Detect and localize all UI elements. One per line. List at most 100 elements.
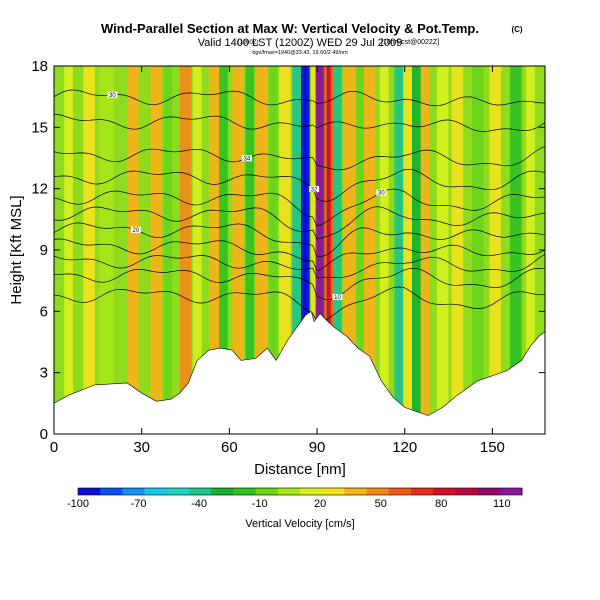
x-tick-label: 60 xyxy=(221,439,238,456)
theta-contour xyxy=(54,188,545,227)
contour-label: 34 xyxy=(244,156,251,162)
colorbar-swatch xyxy=(477,488,501,495)
velocity-core xyxy=(303,66,308,434)
colorbar-swatch xyxy=(433,488,456,495)
y-tick-label: 15 xyxy=(31,119,48,136)
subtitle-note-3: bgx/fmax=1940@33.43, 19.60/2.49/nm xyxy=(252,50,348,56)
velocity-band xyxy=(379,66,389,434)
subtitle-note-1: (1200Z) xyxy=(237,40,258,46)
subtitle-note-2: [10hrFcst@0022Z] xyxy=(381,39,439,46)
velocity-band xyxy=(255,66,268,434)
colorbar-tick-label: 80 xyxy=(435,498,447,510)
colorbar-swatch xyxy=(499,488,523,495)
x-tick-label: 0 xyxy=(50,439,58,456)
velocity-band xyxy=(150,66,163,434)
velocity-band xyxy=(489,66,502,434)
velocity-band xyxy=(343,66,356,434)
chart-title: Wind-Parallel Section at Max W: Vertical… xyxy=(101,21,479,36)
theta-contour xyxy=(54,286,545,323)
colorbar-frame xyxy=(77,487,523,496)
colorbar-swatch xyxy=(277,488,301,495)
colorbar-swatch xyxy=(100,488,123,495)
y-tick-label: 9 xyxy=(40,242,48,259)
theta-contour xyxy=(54,146,545,171)
colorbar-tick-label: -100 xyxy=(67,498,89,510)
colorbar-swatch xyxy=(189,488,212,495)
y-tick-label: 18 xyxy=(31,58,48,75)
colorbar-swatch xyxy=(233,488,257,495)
velocity-band xyxy=(268,66,278,434)
contour-label-bg xyxy=(309,186,320,193)
contour-label: 30 xyxy=(378,191,385,197)
x-tick-label: 150 xyxy=(480,439,505,456)
contour-label-bg xyxy=(107,91,118,98)
x-axis-ticks: 0 30 60 90 120 150 xyxy=(50,66,505,456)
contour-label-bg xyxy=(332,293,343,300)
velocity-band xyxy=(356,66,366,434)
colorbar-swatch xyxy=(411,488,434,495)
velocity-band xyxy=(192,66,202,434)
velocity-band xyxy=(127,66,139,434)
velocity-band xyxy=(219,66,228,434)
contour-label: 30 xyxy=(109,93,116,99)
velocity-field xyxy=(64,66,535,434)
theta-contour xyxy=(54,113,545,132)
velocity-band xyxy=(509,66,522,434)
velocity-band xyxy=(412,66,421,434)
colorbar-swatch xyxy=(388,488,412,495)
velocity-band xyxy=(279,66,291,434)
plot-area: 30 34 32 30 20 10 xyxy=(54,66,545,434)
colorbar-tick-label: -40 xyxy=(191,498,207,510)
velocity-band xyxy=(451,66,464,434)
velocity-core xyxy=(326,66,331,434)
contour-label: 32 xyxy=(311,187,318,193)
colorbar-swatch xyxy=(366,488,390,495)
theta-contour xyxy=(54,168,545,202)
theta-contour xyxy=(54,253,545,278)
colorbar-swatch xyxy=(344,488,368,495)
velocity-band xyxy=(232,66,244,434)
x-axis-label: Distance [nm] xyxy=(254,461,346,478)
colorbar-tick-label: 20 xyxy=(314,498,326,510)
velocity-band xyxy=(99,66,114,434)
colorbar-ticks: -100 -70 -40 -10 20 50 80 110 xyxy=(67,498,511,510)
colorbar-swatch xyxy=(322,488,345,495)
velocity-band xyxy=(292,66,301,434)
title-mark: (C) xyxy=(511,25,522,34)
colorbar-swatch xyxy=(211,488,234,495)
velocity-band xyxy=(245,66,255,434)
velocity-band xyxy=(83,66,95,434)
colorbar-swatch xyxy=(144,488,168,495)
chart-subtitle: Valid 1400 LST (1200Z) WED 29 Jul 2009 xyxy=(198,37,402,49)
contour-label: 20 xyxy=(132,228,139,234)
colorbar-tick-label: -10 xyxy=(252,498,268,510)
colorbar-swatch xyxy=(455,488,479,495)
y-axis-ticks: 0 3 6 9 12 15 18 xyxy=(31,58,545,443)
velocity-band xyxy=(179,66,192,434)
velocity-band xyxy=(471,66,484,434)
y-tick-label: 6 xyxy=(40,303,48,320)
velocity-band xyxy=(208,66,221,434)
velocity-band xyxy=(436,66,449,434)
x-tick-label: 30 xyxy=(133,439,150,456)
contour-label-bg xyxy=(130,226,141,233)
contour-label: 10 xyxy=(334,295,341,301)
terrain-mask xyxy=(54,310,545,434)
velocity-band xyxy=(403,66,413,434)
theta-contour xyxy=(54,206,545,240)
theta-contour xyxy=(54,267,545,300)
velocity-band xyxy=(64,66,73,434)
velocity-band xyxy=(163,66,173,434)
velocity-band xyxy=(420,66,430,434)
velocity-core xyxy=(317,66,322,434)
y-tick-label: 0 xyxy=(40,426,48,443)
colorbar-swatch xyxy=(166,488,190,495)
colorbar-swatch xyxy=(122,488,146,495)
colorbar-tick-label: 110 xyxy=(493,498,511,510)
y-tick-label: 3 xyxy=(40,365,48,382)
colorbar xyxy=(77,487,523,496)
velocity-band xyxy=(526,66,535,434)
velocity-band xyxy=(363,66,376,434)
y-tick-label: 12 xyxy=(31,181,48,198)
